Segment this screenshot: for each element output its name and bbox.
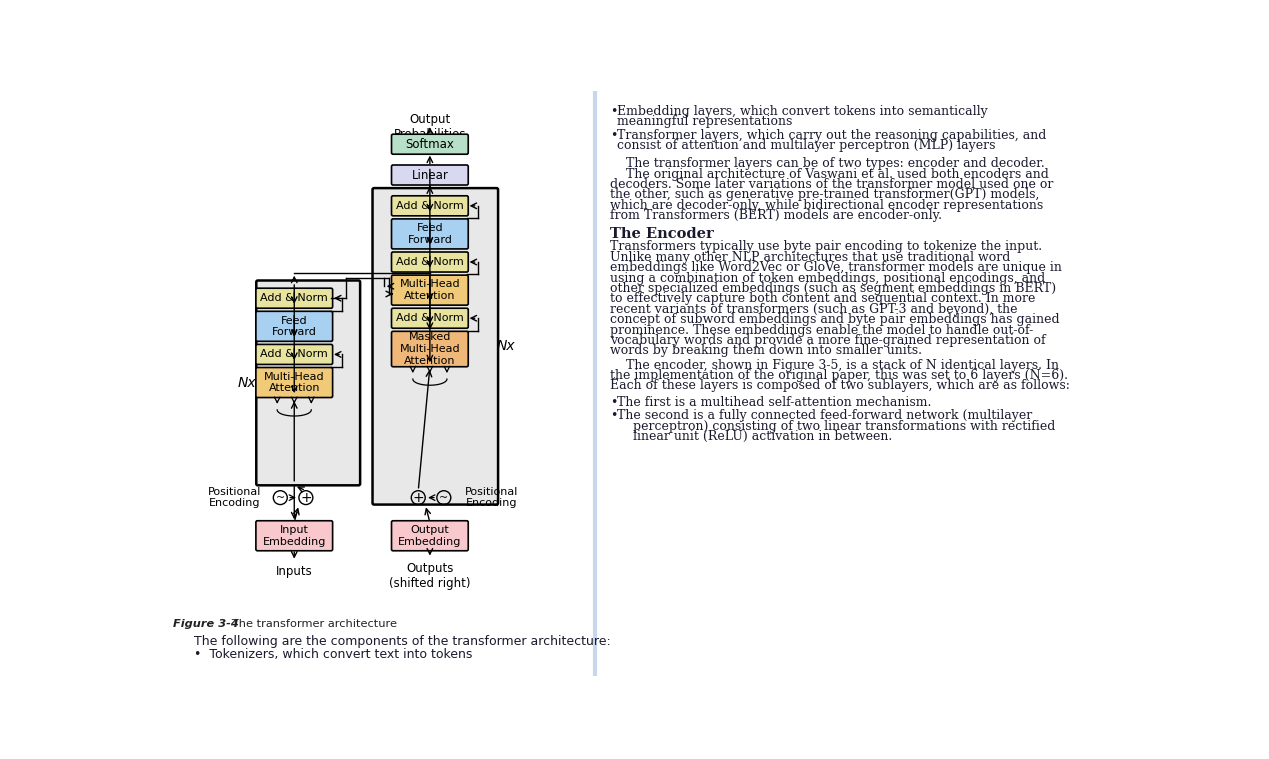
Text: linear unit (ReLU) activation in between.: linear unit (ReLU) activation in between…	[618, 430, 892, 443]
Text: meaningful representations: meaningful representations	[618, 115, 793, 128]
Text: Positional
Encoding: Positional Encoding	[464, 487, 518, 509]
FancyBboxPatch shape	[392, 165, 468, 185]
Text: •: •	[609, 105, 617, 118]
Text: prominence. These embeddings enable the model to handle out-of-: prominence. These embeddings enable the …	[609, 323, 1033, 337]
Text: The transformer architecture: The transformer architecture	[221, 619, 397, 629]
Text: Inputs: Inputs	[275, 565, 312, 578]
FancyBboxPatch shape	[256, 521, 332, 551]
Text: using a combination of token embeddings, positional encodings, and: using a combination of token embeddings,…	[609, 272, 1044, 285]
Text: Outputs
(shifted right): Outputs (shifted right)	[390, 562, 471, 590]
Text: Linear: Linear	[411, 168, 448, 181]
Text: Add & Norm: Add & Norm	[396, 313, 463, 323]
FancyBboxPatch shape	[392, 308, 468, 328]
FancyBboxPatch shape	[373, 188, 497, 505]
Text: words by breaking them down into smaller units.: words by breaking them down into smaller…	[609, 345, 921, 357]
Text: •: •	[609, 396, 617, 409]
Text: •: •	[609, 129, 617, 142]
Text: consist of attention and multilayer perceptron (MLP) layers: consist of attention and multilayer perc…	[618, 139, 996, 153]
Text: Softmax: Softmax	[405, 137, 454, 151]
FancyBboxPatch shape	[392, 252, 468, 272]
Text: embeddings like Word2Vec or GloVe, transformer models are unique in: embeddings like Word2Vec or GloVe, trans…	[609, 261, 1062, 274]
Text: Unlike many other NLP architectures that use traditional word: Unlike many other NLP architectures that…	[609, 251, 1010, 264]
Text: The Encoder: The Encoder	[609, 228, 713, 241]
Text: Each of these layers is composed of two sublayers, which are as follows:: Each of these layers is composed of two …	[609, 380, 1070, 392]
Text: Feed
Forward: Feed Forward	[272, 316, 317, 337]
Text: which are decoder-only, while bidirectional encoder representations: which are decoder-only, while bidirectio…	[609, 199, 1043, 212]
FancyBboxPatch shape	[392, 521, 468, 551]
FancyBboxPatch shape	[392, 134, 468, 154]
FancyBboxPatch shape	[392, 332, 468, 367]
FancyBboxPatch shape	[256, 311, 332, 342]
Text: Add & Norm: Add & Norm	[260, 349, 329, 360]
Text: Multi-Head
Attention: Multi-Head Attention	[400, 279, 461, 301]
Text: Output
Probabilities: Output Probabilities	[393, 112, 466, 140]
Text: Feed
Forward: Feed Forward	[407, 223, 452, 244]
Text: Add & Norm: Add & Norm	[260, 293, 329, 303]
Text: Embedding layers, which convert tokens into semantically: Embedding layers, which convert tokens i…	[618, 105, 989, 118]
Text: The second is a fully connected feed-forward network (multilayer: The second is a fully connected feed-for…	[618, 409, 1033, 423]
Text: to effectively capture both content and sequential context. In more: to effectively capture both content and …	[609, 292, 1036, 305]
Text: ~: ~	[439, 493, 448, 502]
Text: concept of subword embeddings and byte pair embeddings has gained: concept of subword embeddings and byte p…	[609, 313, 1060, 326]
Text: Nx: Nx	[237, 376, 256, 390]
Text: recent variants of transformers (such as GPT-3 and beyond), the: recent variants of transformers (such as…	[609, 303, 1018, 316]
Text: The following are the components of the transformer architecture:: The following are the components of the …	[193, 635, 610, 647]
FancyBboxPatch shape	[392, 219, 468, 249]
Text: Output
Embedding: Output Embedding	[398, 525, 462, 546]
Text: from Transformers (BERT) models are encoder-only.: from Transformers (BERT) models are enco…	[609, 209, 942, 222]
Text: vocabulary words and provide a more fine-grained representation of: vocabulary words and provide a more fine…	[609, 334, 1046, 347]
Text: Nx: Nx	[496, 339, 515, 354]
FancyBboxPatch shape	[256, 345, 332, 364]
Text: The encoder, shown in Figure 3-5, is a stack of N identical layers. In: The encoder, shown in Figure 3-5, is a s…	[609, 359, 1058, 372]
Text: Multi-Head
Attention: Multi-Head Attention	[264, 372, 325, 393]
FancyBboxPatch shape	[256, 288, 332, 308]
FancyBboxPatch shape	[256, 367, 332, 398]
Text: •: •	[609, 409, 617, 423]
Text: Transformer layers, which carry out the reasoning capabilities, and: Transformer layers, which carry out the …	[618, 129, 1047, 142]
Text: the implementation of the original paper, this was set to 6 layers (N=6).: the implementation of the original paper…	[609, 369, 1067, 382]
Text: Transformers typically use byte pair encoding to tokenize the input.: Transformers typically use byte pair enc…	[609, 241, 1042, 254]
Text: +: +	[299, 490, 312, 505]
Text: Input
Embedding: Input Embedding	[263, 525, 326, 546]
Text: perceptron) consisting of two linear transformations with rectified: perceptron) consisting of two linear tra…	[618, 420, 1056, 433]
Text: ~: ~	[275, 493, 286, 502]
FancyBboxPatch shape	[256, 281, 360, 485]
Text: Positional
Encoding: Positional Encoding	[208, 487, 261, 509]
Text: Figure 3-4: Figure 3-4	[173, 619, 239, 629]
Text: the other, such as generative pre-trained transformer(GPT) models,: the other, such as generative pre-traine…	[609, 188, 1039, 201]
Text: Masked
Multi-Head
Attention: Masked Multi-Head Attention	[400, 332, 461, 366]
Text: Add & Norm: Add & Norm	[396, 201, 463, 211]
Text: Add & Norm: Add & Norm	[396, 257, 463, 267]
Text: +: +	[412, 490, 424, 505]
Text: The transformer layers can be of two types: encoder and decoder.: The transformer layers can be of two typ…	[609, 157, 1044, 170]
Text: •  Tokenizers, which convert text into tokens: • Tokenizers, which convert text into to…	[193, 647, 472, 661]
Text: The first is a multihead self-attention mechanism.: The first is a multihead self-attention …	[618, 396, 931, 409]
Text: The original architecture of Vaswani et al. used both encoders and: The original architecture of Vaswani et …	[609, 168, 1048, 181]
FancyBboxPatch shape	[392, 196, 468, 216]
FancyBboxPatch shape	[392, 275, 468, 305]
Text: other specialized embeddings (such as segment embeddings in BERT): other specialized embeddings (such as se…	[609, 282, 1056, 295]
Text: decoders. Some later variations of the transformer model used one or: decoders. Some later variations of the t…	[609, 178, 1053, 191]
